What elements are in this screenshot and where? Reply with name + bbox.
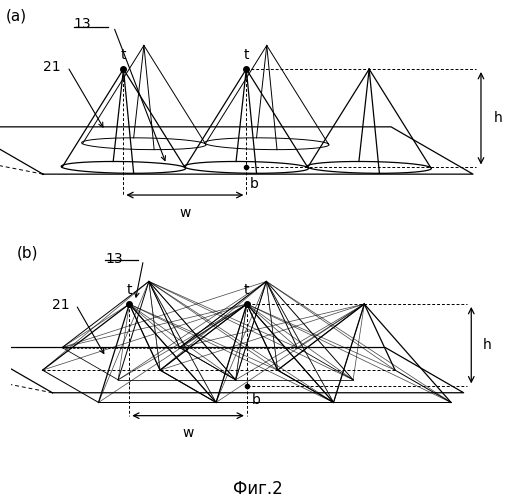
Text: w: w bbox=[182, 426, 194, 440]
Polygon shape bbox=[0, 348, 463, 393]
Text: Фиг.2: Фиг.2 bbox=[233, 480, 283, 498]
Polygon shape bbox=[0, 127, 473, 174]
Text: 13: 13 bbox=[74, 18, 91, 32]
Text: b: b bbox=[249, 176, 258, 190]
Text: t: t bbox=[121, 48, 126, 62]
Text: t: t bbox=[126, 283, 132, 297]
Text: t: t bbox=[244, 48, 249, 62]
Text: 13: 13 bbox=[105, 252, 123, 266]
Text: (b): (b) bbox=[17, 246, 39, 261]
Text: h: h bbox=[483, 338, 492, 352]
Text: 21: 21 bbox=[43, 60, 60, 74]
Text: w: w bbox=[179, 206, 190, 220]
Text: t: t bbox=[244, 283, 250, 297]
Text: h: h bbox=[493, 111, 502, 125]
Text: 21: 21 bbox=[53, 298, 70, 312]
Text: (a): (a) bbox=[6, 8, 27, 24]
Text: b: b bbox=[251, 394, 261, 407]
